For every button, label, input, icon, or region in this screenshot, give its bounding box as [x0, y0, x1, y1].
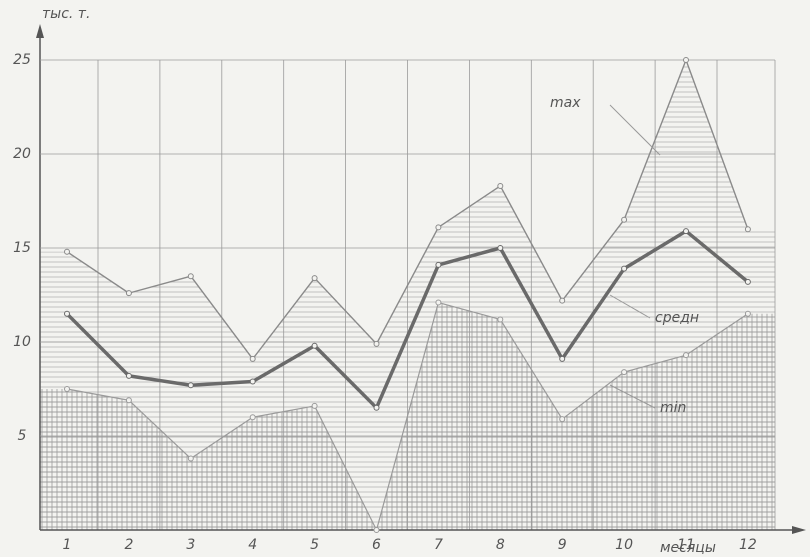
y-tick-label: 20	[13, 146, 31, 162]
data-point	[187, 273, 194, 280]
data-point	[311, 402, 318, 409]
data-point	[744, 278, 751, 285]
data-point	[249, 355, 256, 362]
data-point	[373, 340, 380, 347]
leader-line	[609, 294, 651, 319]
data-point	[64, 248, 70, 255]
data-point	[559, 416, 566, 423]
data-point	[435, 224, 442, 231]
data-point	[621, 216, 628, 223]
data-point	[683, 57, 689, 63]
x-tick-label: 6	[372, 537, 381, 553]
x-tick-label: 12	[739, 537, 757, 553]
data-point	[187, 382, 194, 389]
series-label: max	[550, 95, 581, 111]
data-point	[744, 310, 751, 317]
data-point	[64, 386, 70, 392]
vertical-grid	[97, 60, 776, 530]
x-tick-label: 9	[558, 537, 567, 553]
series-line	[65, 229, 750, 410]
data-point	[311, 275, 318, 282]
data-point	[497, 316, 504, 323]
y-tick-label: 15	[13, 240, 31, 256]
data-point	[187, 455, 194, 462]
x-tick-label: 8	[496, 537, 505, 553]
leader-line	[609, 384, 656, 409]
y-axis-label: тыс. т.	[42, 6, 90, 22]
y-arrow	[36, 24, 44, 38]
y-tick-label: 10	[13, 334, 31, 350]
data-point	[64, 310, 70, 317]
data-point	[559, 297, 566, 304]
x-tick-label: 5	[310, 537, 319, 553]
x-axis-label: месяцы	[660, 540, 716, 556]
data-point	[311, 342, 318, 349]
y-tick-label: 25	[13, 52, 31, 68]
leader-line	[609, 104, 661, 156]
data-point	[497, 182, 504, 189]
x-tick-label: 10	[615, 537, 633, 553]
y-tick-label: 5	[18, 428, 27, 444]
data-point	[621, 369, 628, 376]
x-tick-label: 7	[434, 537, 443, 553]
data-point	[435, 299, 442, 306]
data-point	[373, 527, 380, 533]
data-point	[435, 261, 442, 268]
series-line	[66, 59, 749, 360]
data-point	[373, 404, 380, 411]
x-arrow	[792, 526, 806, 534]
data-point	[249, 414, 256, 421]
x-tick-label: 11	[677, 537, 695, 553]
x-tick-label: 3	[186, 537, 195, 553]
data-point	[125, 372, 132, 379]
x-tick-label: 4	[248, 537, 257, 553]
data-point	[125, 397, 132, 404]
data-point	[683, 228, 689, 235]
data-point	[683, 352, 689, 359]
data-point	[125, 290, 132, 297]
data-point	[621, 265, 628, 272]
x-tick-label: 2	[124, 537, 133, 553]
data-point	[249, 378, 256, 385]
x-tick-label: 1	[63, 537, 72, 553]
series-label: min	[660, 400, 686, 416]
series-line	[66, 301, 749, 531]
data-point	[497, 245, 504, 251]
data-point	[559, 355, 566, 362]
data-point	[744, 226, 751, 233]
series-label: средн	[655, 310, 699, 326]
